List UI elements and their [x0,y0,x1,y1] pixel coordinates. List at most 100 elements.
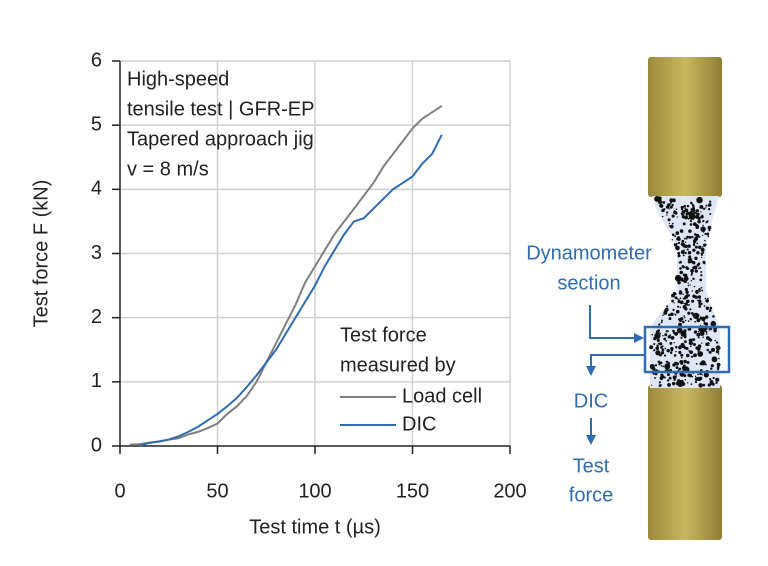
legend-title: Test force [340,324,427,346]
speckle [677,300,681,304]
speckle [706,232,710,236]
speckle [685,353,690,358]
speckle [666,211,669,214]
speckle [712,315,715,318]
speckle [689,318,693,321]
speckle [695,209,700,213]
speckle [707,225,712,230]
speckle [699,331,703,335]
speckle [663,376,666,379]
speckle [686,204,690,208]
speckle [658,323,661,326]
speckle [674,296,678,300]
speckle [679,277,684,281]
speckle [665,330,669,333]
speckle [692,243,696,247]
speckle [707,342,710,345]
speckle [690,208,693,211]
y-tick-label: 1 [91,370,102,392]
speckle [659,332,662,335]
speckle [684,302,688,306]
speckle [684,215,689,220]
speckle [651,333,654,336]
speckle [702,224,704,227]
speckle [697,346,701,351]
speckle [690,273,693,276]
speckle [694,256,698,261]
speckle [679,229,684,233]
speckle [673,210,677,215]
speckle [705,298,710,303]
speckle [716,362,721,367]
speckle [664,309,666,312]
speckle [683,364,686,368]
speckle [692,338,696,342]
speckle [696,332,701,337]
speckle [708,384,710,386]
speckle [679,330,682,333]
speckle [684,378,687,381]
speckle [681,239,685,243]
x-tick-label: 100 [298,480,331,502]
speckle [670,312,674,317]
speckle [693,330,698,334]
speckle [685,290,689,294]
speckle [699,324,702,327]
speckle [678,350,682,355]
speckle [671,381,676,386]
speckle [673,341,675,344]
speckle [681,213,684,216]
speckle [700,274,703,277]
speckle [671,222,674,225]
speckle [696,242,699,245]
speckle [678,322,682,327]
speckle [668,222,670,225]
speckle [676,298,679,300]
speckle [666,305,669,308]
speckle [698,304,702,308]
y-tick-label: 3 [91,242,102,264]
speckle [660,321,663,324]
speckle [709,306,713,310]
speckle [670,346,674,351]
speckle [701,214,704,217]
speckle [673,354,677,357]
speckle [688,341,693,345]
speckle [701,256,703,259]
speckle [653,376,656,379]
speckle [702,231,705,233]
speckle [667,203,671,207]
speckle [713,329,717,333]
speckle [702,383,706,387]
speckle [706,344,709,346]
speckle [653,336,657,341]
y-tick-label: 2 [91,306,102,328]
speckle [697,318,700,322]
speckle [695,362,698,365]
speckle [718,357,720,360]
speckle [661,319,663,322]
speckle [694,211,698,215]
speckle [679,267,682,270]
speckle [657,329,660,332]
speckle [683,335,687,339]
speckle [654,364,658,367]
speckle [685,346,689,351]
speckle [684,294,689,299]
speckle [679,270,684,275]
speckle [680,353,684,357]
speckle [675,245,680,251]
speckle [668,317,672,321]
speckle [668,376,672,380]
speckle [675,350,677,353]
speckle [688,350,690,352]
speckle [693,223,696,226]
speckle [682,305,687,309]
speckle [708,309,712,312]
speckle [675,366,679,370]
speckle [699,345,702,347]
speckle [702,234,704,237]
upper-tab [648,57,722,197]
speckle [667,218,671,222]
speckle [699,266,702,269]
